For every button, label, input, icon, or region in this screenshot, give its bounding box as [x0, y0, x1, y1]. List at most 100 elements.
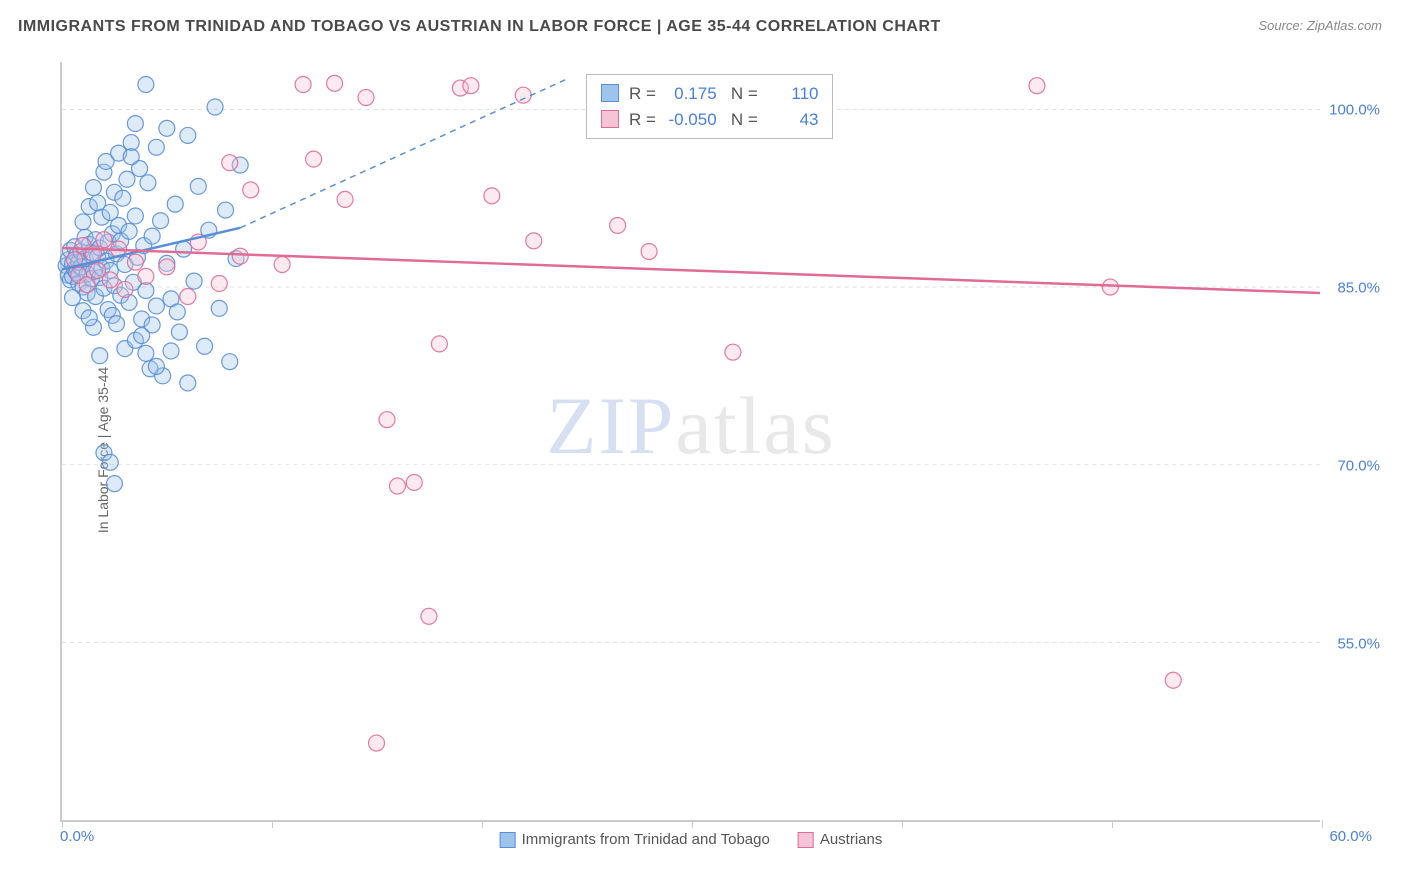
- x-tick-mark: [1112, 820, 1113, 828]
- scatter-point-austrians: [379, 412, 395, 428]
- scatter-point-trinidad: [159, 120, 175, 136]
- scatter-point-austrians: [1102, 279, 1118, 295]
- scatter-point-austrians: [243, 182, 259, 198]
- scatter-point-trinidad: [121, 223, 137, 239]
- legend-bottom: Immigrants from Trinidad and Tobago Austr…: [500, 831, 883, 848]
- scatter-point-trinidad: [138, 77, 154, 93]
- stats-n-value: 43: [762, 107, 818, 133]
- scatter-point-trinidad: [127, 208, 143, 224]
- scatter-point-trinidad: [138, 283, 154, 299]
- scatter-point-austrians: [463, 78, 479, 94]
- scatter-point-trinidad: [222, 354, 238, 370]
- scatter-point-austrians: [610, 217, 626, 233]
- scatter-point-trinidad: [119, 171, 135, 187]
- legend-swatch: [798, 832, 814, 848]
- scatter-point-trinidad: [123, 149, 139, 165]
- scatter-point-austrians: [725, 344, 741, 360]
- scatter-point-trinidad: [64, 290, 80, 306]
- scatter-point-austrians: [79, 277, 95, 293]
- scatter-point-trinidad: [167, 196, 183, 212]
- stats-row: R = -0.050 N = 43: [601, 107, 818, 133]
- scatter-point-trinidad: [123, 135, 139, 151]
- scatter-point-trinidad: [180, 375, 196, 391]
- scatter-point-austrians: [159, 259, 175, 275]
- scatter-point-austrians: [274, 257, 290, 273]
- legend-label: Immigrants from Trinidad and Tobago: [522, 831, 770, 848]
- scatter-point-trinidad: [148, 298, 164, 314]
- scatter-point-austrians: [180, 289, 196, 305]
- y-tick-label: 100.0%: [1329, 101, 1380, 118]
- scatter-point-trinidad: [140, 175, 156, 191]
- scatter-point-austrians: [232, 248, 248, 264]
- scatter-point-austrians: [484, 188, 500, 204]
- scatter-point-trinidad: [92, 348, 108, 364]
- chart-container: In Labor Force | Age 35-44 ZIPatlas 55.0…: [42, 50, 1382, 850]
- scatter-svg: [62, 62, 1320, 820]
- scatter-point-trinidad: [106, 476, 122, 492]
- x-tick-mark: [902, 820, 903, 828]
- scatter-point-trinidad: [81, 310, 97, 326]
- scatter-point-austrians: [406, 474, 422, 490]
- stats-swatch: [601, 84, 619, 102]
- scatter-point-trinidad: [163, 343, 179, 359]
- scatter-point-austrians: [389, 478, 405, 494]
- x-tick-last: 60.0%: [1329, 828, 1372, 845]
- scatter-point-trinidad: [171, 324, 187, 340]
- scatter-point-trinidad: [169, 304, 185, 320]
- scatter-point-austrians: [138, 268, 154, 284]
- trend-line-ext-trinidad: [240, 80, 565, 228]
- x-tick-mark: [272, 820, 273, 828]
- x-tick-mark: [1322, 820, 1323, 828]
- y-tick-label: 85.0%: [1337, 279, 1380, 296]
- scatter-point-austrians: [222, 155, 238, 171]
- scatter-point-austrians: [117, 281, 133, 297]
- scatter-point-trinidad: [127, 116, 143, 132]
- legend-item: Immigrants from Trinidad and Tobago: [500, 831, 770, 848]
- scatter-point-trinidad: [148, 358, 164, 374]
- scatter-point-austrians: [526, 233, 542, 249]
- scatter-point-austrians: [515, 87, 531, 103]
- scatter-point-austrians: [327, 75, 343, 91]
- scatter-point-austrians: [96, 232, 112, 248]
- scatter-point-trinidad: [180, 127, 196, 143]
- scatter-point-trinidad: [85, 180, 101, 196]
- scatter-point-trinidad: [218, 202, 234, 218]
- stats-box: R = 0.175 N = 110R = -0.050 N = 43: [586, 74, 833, 139]
- x-tick-mark: [482, 820, 483, 828]
- scatter-point-trinidad: [115, 190, 131, 206]
- scatter-point-austrians: [641, 244, 657, 260]
- x-tick-mark: [692, 820, 693, 828]
- scatter-point-austrians: [1165, 672, 1181, 688]
- scatter-point-trinidad: [148, 139, 164, 155]
- stats-n-value: 110: [762, 81, 818, 107]
- scatter-point-austrians: [102, 272, 118, 288]
- scatter-point-austrians: [421, 608, 437, 624]
- stats-swatch: [601, 110, 619, 128]
- scatter-point-trinidad: [197, 338, 213, 354]
- scatter-point-austrians: [337, 191, 353, 207]
- legend-swatch: [500, 832, 516, 848]
- scatter-point-austrians: [358, 90, 374, 106]
- scatter-point-trinidad: [153, 213, 169, 229]
- scatter-point-trinidad: [186, 273, 202, 289]
- y-tick-label: 70.0%: [1337, 457, 1380, 474]
- stats-r-value: 0.175: [661, 81, 717, 107]
- scatter-point-austrians: [127, 254, 143, 270]
- scatter-point-austrians: [369, 735, 385, 751]
- scatter-point-austrians: [1029, 78, 1045, 94]
- source-attribution: Source: ZipAtlas.com: [1258, 18, 1382, 33]
- x-tick-first: 0.0%: [60, 828, 94, 845]
- scatter-point-austrians: [431, 336, 447, 352]
- y-tick-label: 55.0%: [1337, 635, 1380, 652]
- scatter-point-trinidad: [211, 300, 227, 316]
- scatter-point-trinidad: [138, 345, 154, 361]
- scatter-point-trinidad: [144, 317, 160, 333]
- x-tick-mark: [62, 820, 63, 828]
- trend-line-austrians: [62, 248, 1320, 293]
- scatter-point-trinidad: [144, 228, 160, 244]
- scatter-point-austrians: [295, 77, 311, 93]
- scatter-point-austrians: [211, 275, 227, 291]
- scatter-point-austrians: [306, 151, 322, 167]
- scatter-point-trinidad: [190, 178, 206, 194]
- legend-item: Austrians: [798, 831, 883, 848]
